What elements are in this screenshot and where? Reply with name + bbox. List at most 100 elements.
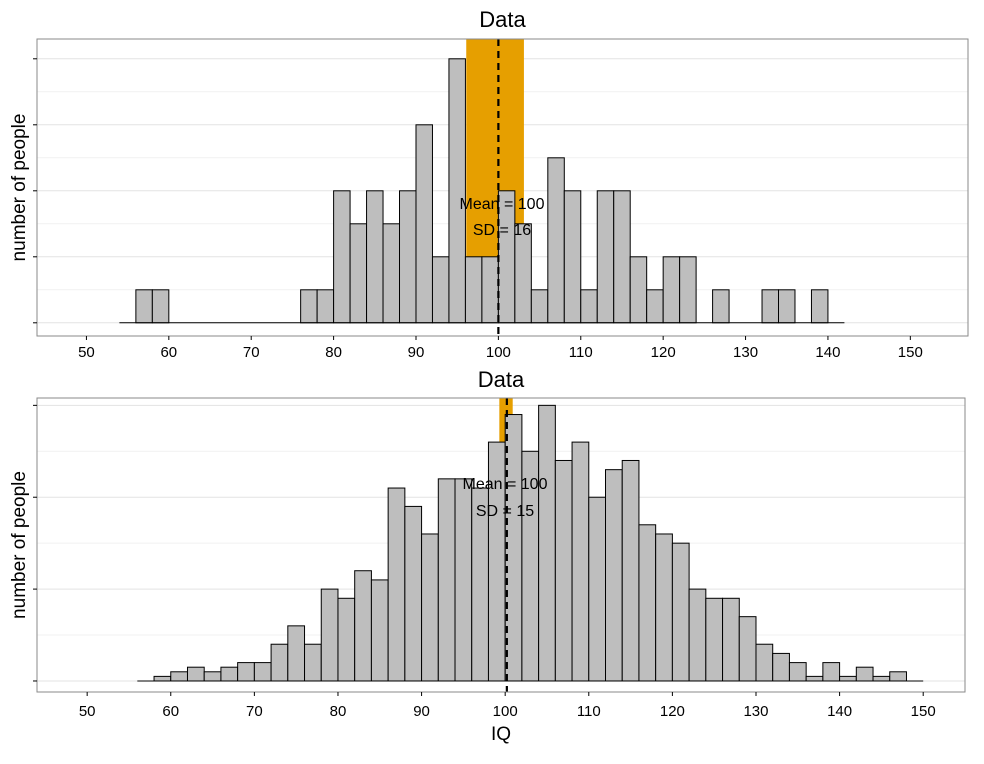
histogram-bar (761, 289, 780, 324)
histogram-bar (404, 505, 423, 682)
histogram-bar (437, 478, 456, 682)
x-tick-label: 50 (78, 344, 95, 361)
histogram-bar (300, 289, 318, 324)
x-tick-label: 100 (486, 344, 511, 361)
histogram-bar (679, 256, 697, 324)
histogram-bar (370, 579, 389, 682)
x-tick-label: 80 (330, 703, 347, 720)
histogram-bar (712, 289, 730, 324)
x-tick-label: 110 (569, 344, 593, 361)
x-tick-label: 50 (79, 703, 96, 720)
x-axis-label: IQ (491, 724, 511, 745)
histogram-bar (596, 190, 615, 324)
histogram-bar (454, 478, 473, 682)
histogram-bar (580, 289, 598, 324)
x-tick-label: 70 (243, 344, 260, 361)
x-tick-label: 140 (815, 344, 840, 361)
histogram-bar (415, 124, 433, 324)
histogram-bar (889, 671, 907, 682)
x-tick-label: 150 (898, 344, 923, 361)
sd-annotation: SD = 15 (476, 503, 534, 520)
histogram-bar (547, 157, 565, 324)
histogram-bar (253, 662, 272, 682)
histogram-bar (153, 675, 172, 682)
x-tick-label: 100 (493, 703, 518, 720)
y-axis-ticks (33, 58, 37, 324)
histogram-bars (137, 404, 924, 682)
panel-border (36, 397, 966, 693)
histogram-bar (822, 662, 841, 682)
histogram-bar (778, 289, 796, 324)
histogram-bar (337, 597, 356, 682)
x-tick-label: 90 (413, 703, 430, 720)
histogram-bar (638, 524, 657, 682)
x-tick-label: 120 (651, 344, 676, 361)
y-axis-ticks (33, 404, 37, 682)
x-tick-label: 60 (162, 703, 179, 720)
x-tick-label: 130 (743, 703, 768, 720)
x-tick-label: 150 (911, 703, 936, 720)
histogram-bar (421, 533, 439, 682)
histogram-bar (349, 223, 368, 324)
histogram-bar (563, 190, 582, 324)
histogram-bar (571, 441, 590, 682)
histogram-bar (304, 643, 322, 682)
histogram-bar (431, 256, 450, 324)
mean-annotation: Mean = 100 (460, 196, 545, 213)
y-axis-label: number of people (9, 114, 30, 262)
x-tick-label: 110 (577, 703, 601, 720)
histogram-bar (237, 662, 255, 682)
mean-annotation: Mean = 100 (463, 476, 548, 493)
x-tick-label: 80 (325, 344, 342, 361)
histogram-bar (839, 675, 857, 682)
histogram-bar (399, 190, 417, 324)
x-tick-label: 120 (660, 703, 685, 720)
histogram-bar (186, 666, 205, 682)
histogram-bar (316, 289, 335, 324)
histogram-bar (655, 533, 673, 682)
histogram-bar (464, 256, 483, 324)
histogram-bar (287, 625, 306, 682)
histogram-bar (705, 597, 724, 682)
histogram-bar (738, 616, 757, 682)
histogram-bar (872, 675, 891, 682)
histogram-bar (855, 666, 874, 682)
x-tick-label: 60 (160, 344, 177, 361)
histogram-bar (481, 256, 499, 324)
histogram-bar (755, 643, 774, 682)
panel-title: Data (479, 7, 526, 32)
histogram-bar (354, 570, 372, 682)
panel-title: Data (478, 367, 525, 392)
histogram-bar (270, 643, 289, 682)
histogram-bar (151, 289, 170, 324)
histogram-bar (203, 671, 222, 682)
histogram-bar (621, 459, 640, 682)
histogram-bar (810, 289, 829, 324)
histogram-bar (554, 459, 573, 682)
sd-annotation: SD = 16 (473, 222, 531, 239)
histogram-bar (382, 223, 401, 324)
x-tick-label: 90 (408, 344, 425, 361)
histogram-bar (688, 588, 707, 682)
histogram-bar (772, 652, 790, 682)
x-tick-label: 140 (827, 703, 852, 720)
histogram-bar (530, 289, 549, 324)
histogram-bar (613, 190, 631, 324)
histogram-bar (170, 671, 188, 682)
histogram-bar (722, 597, 740, 682)
histogram-bar (662, 256, 681, 324)
histogram-bar (135, 289, 153, 324)
x-tick-label: 70 (246, 703, 263, 720)
histogram-bar (320, 588, 339, 682)
x-axis: 50 60 70 80 90 100 110 120 130 140 150 (78, 336, 923, 361)
x-axis: 50 60 70 80 90 100 110 120 130 140 150 (79, 692, 936, 720)
y-axis-label: number of people (9, 471, 30, 619)
histogram-bar (629, 256, 648, 324)
histogram-bar (448, 58, 466, 324)
top-panel: 50 60 70 80 90 100 110 120 130 140 150 Data number o… (9, 7, 969, 361)
histogram-bar (646, 289, 664, 324)
histogram-bar (788, 662, 807, 682)
panel-border (36, 38, 969, 337)
histogram-bar (671, 542, 690, 682)
